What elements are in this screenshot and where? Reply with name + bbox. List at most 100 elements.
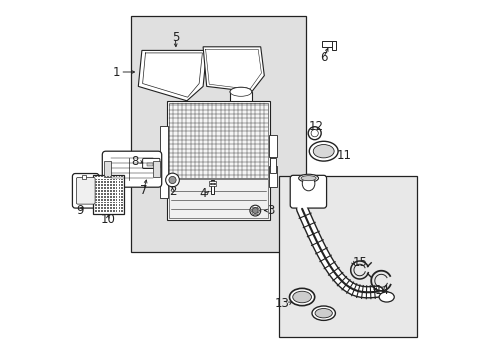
Bar [107, 204, 108, 206]
Bar [104, 190, 106, 192]
Bar [93, 175, 123, 214]
Bar [113, 202, 114, 203]
Bar [110, 181, 111, 183]
Bar [115, 187, 117, 189]
Text: 3: 3 [267, 204, 274, 217]
Bar [121, 204, 123, 206]
Bar [110, 184, 111, 186]
Bar [101, 187, 103, 189]
Bar [113, 187, 114, 189]
Bar [95, 176, 97, 177]
Text: 14: 14 [374, 284, 389, 297]
Bar [113, 179, 114, 180]
Text: 7: 7 [140, 184, 147, 197]
Text: 13: 13 [274, 297, 289, 310]
Bar [104, 179, 106, 180]
Bar [101, 190, 103, 192]
Bar [118, 196, 120, 198]
Bar [115, 204, 117, 206]
Bar [107, 193, 108, 195]
Bar [107, 181, 108, 183]
Bar [121, 193, 123, 195]
Bar [104, 196, 106, 198]
Bar [118, 204, 120, 206]
Bar [115, 196, 117, 198]
Bar [95, 187, 97, 189]
Bar [95, 184, 97, 186]
Bar [95, 193, 97, 195]
Text: 2: 2 [168, 185, 176, 198]
Circle shape [252, 208, 258, 213]
Bar [269, 158, 276, 173]
Text: 4: 4 [199, 187, 206, 200]
Bar [167, 101, 269, 220]
Bar [113, 190, 114, 192]
Bar [115, 202, 117, 203]
Bar [121, 210, 123, 212]
Bar [113, 210, 114, 212]
Ellipse shape [314, 309, 332, 318]
Bar [98, 181, 100, 183]
Circle shape [307, 127, 321, 140]
Bar [113, 204, 114, 206]
Bar [95, 196, 97, 198]
Bar [107, 179, 108, 180]
Bar [278, 176, 416, 337]
Bar [131, 16, 305, 252]
Bar [95, 210, 97, 212]
Bar [98, 179, 100, 180]
Bar [118, 193, 120, 195]
Polygon shape [138, 50, 206, 101]
Text: 6: 6 [319, 51, 327, 64]
Text: 1: 1 [113, 66, 120, 78]
Bar [118, 179, 120, 180]
Bar [168, 179, 267, 218]
Bar [101, 179, 103, 180]
Ellipse shape [311, 306, 335, 320]
Bar [168, 103, 267, 178]
Bar [118, 210, 120, 212]
Bar [113, 184, 114, 186]
Bar [121, 184, 123, 186]
Bar [115, 181, 117, 183]
Bar [113, 196, 114, 198]
Bar [121, 187, 123, 189]
Bar [118, 199, 120, 201]
Polygon shape [203, 47, 264, 92]
Bar [110, 190, 111, 192]
Bar [115, 179, 117, 180]
Bar [110, 210, 111, 212]
Bar [110, 193, 111, 195]
Ellipse shape [301, 176, 316, 181]
Bar [104, 161, 110, 177]
Bar [118, 176, 120, 177]
Bar [121, 179, 123, 180]
Bar [98, 193, 100, 195]
Bar [95, 190, 97, 192]
Bar [209, 181, 215, 183]
Bar [115, 193, 117, 195]
Bar [113, 199, 114, 201]
Bar [107, 196, 108, 198]
Bar [98, 187, 100, 189]
Text: 15: 15 [352, 256, 366, 269]
Bar [209, 184, 215, 186]
Bar [110, 187, 111, 189]
Bar [331, 41, 336, 50]
Bar [104, 202, 106, 203]
Bar [101, 202, 103, 203]
Bar [101, 184, 103, 186]
Bar [98, 202, 100, 203]
Bar [98, 190, 100, 192]
FancyBboxPatch shape [102, 151, 162, 187]
Bar [95, 199, 97, 201]
Bar [104, 210, 106, 212]
Bar [121, 199, 123, 201]
Bar [110, 199, 111, 201]
Bar [146, 163, 153, 166]
Bar [118, 190, 120, 192]
Bar [110, 202, 111, 203]
Ellipse shape [230, 87, 251, 96]
Bar [95, 179, 97, 180]
Bar [230, 92, 251, 122]
